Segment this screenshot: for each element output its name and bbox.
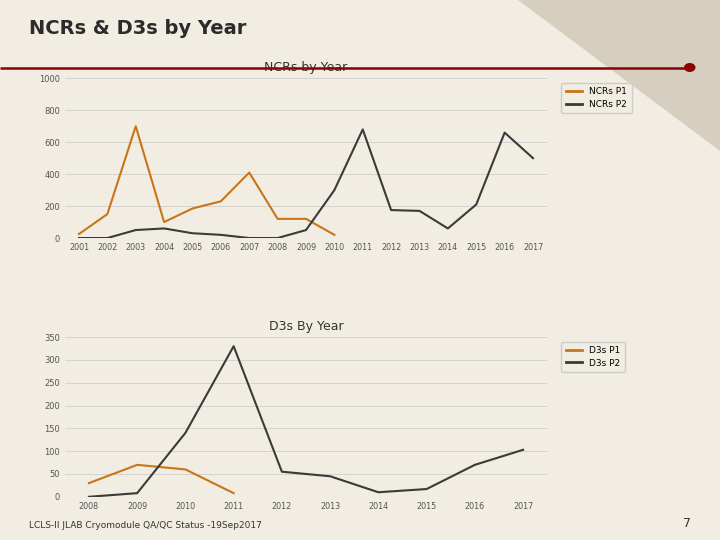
Legend: NCRs P1, NCRs P2: NCRs P1, NCRs P2	[562, 83, 631, 113]
Text: 7: 7	[683, 517, 691, 530]
Legend: D3s P1, D3s P2: D3s P1, D3s P2	[562, 342, 625, 372]
Title: D3s By Year: D3s By Year	[269, 320, 343, 333]
Text: NCRs & D3s by Year: NCRs & D3s by Year	[29, 19, 246, 38]
Title: NCRs by Year: NCRs by Year	[264, 62, 348, 75]
Text: LCLS-II JLAB Cryomodule QA/QC Status -19Sep2017: LCLS-II JLAB Cryomodule QA/QC Status -19…	[29, 521, 261, 530]
